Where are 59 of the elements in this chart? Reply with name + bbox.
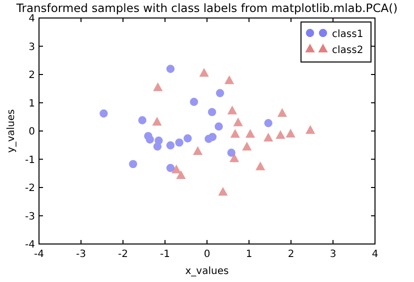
point bbox=[218, 187, 228, 196]
point bbox=[100, 109, 108, 118]
point bbox=[153, 82, 162, 92]
point bbox=[152, 117, 162, 126]
point bbox=[208, 132, 217, 142]
x-tick-label: -2 bbox=[118, 249, 128, 260]
x-axis-title: x_values bbox=[185, 266, 229, 277]
point bbox=[153, 142, 162, 151]
point bbox=[166, 141, 175, 150]
point bbox=[228, 106, 237, 114]
point bbox=[246, 130, 255, 138]
y-tick-label: -4 bbox=[25, 240, 35, 250]
point bbox=[234, 118, 243, 126]
point bbox=[184, 134, 192, 142]
y-axis-title: y_values bbox=[6, 109, 17, 153]
point bbox=[227, 148, 236, 157]
y-tick-label: -1 bbox=[25, 154, 35, 166]
point bbox=[230, 154, 239, 162]
legend-label: class2 bbox=[332, 45, 364, 56]
y-tick-label: 1 bbox=[28, 98, 35, 110]
x-tick-label: 0 bbox=[204, 249, 210, 260]
point bbox=[146, 135, 154, 144]
x-tick-label: 4 bbox=[372, 249, 378, 260]
y-tick-label: 2 bbox=[28, 70, 35, 81]
point bbox=[214, 122, 223, 131]
point bbox=[175, 138, 184, 147]
point bbox=[276, 130, 285, 139]
point bbox=[264, 118, 272, 128]
point bbox=[172, 165, 181, 174]
point bbox=[128, 160, 138, 168]
y-tick-label: 3 bbox=[28, 42, 35, 53]
point bbox=[190, 98, 198, 106]
point bbox=[176, 170, 186, 180]
point bbox=[278, 108, 287, 117]
x-tick-label: 2 bbox=[288, 249, 294, 260]
point bbox=[256, 162, 265, 170]
point bbox=[166, 164, 175, 172]
point bbox=[306, 126, 315, 134]
y-tick-label: 4 bbox=[28, 14, 35, 24]
point bbox=[216, 89, 224, 98]
point bbox=[224, 76, 234, 84]
x-tick-label: 1 bbox=[246, 249, 252, 260]
y-tick-label: -2 bbox=[25, 183, 35, 194]
y-tick-label: 0 bbox=[28, 126, 35, 138]
point bbox=[264, 133, 273, 142]
point bbox=[242, 142, 252, 150]
point bbox=[286, 129, 296, 138]
point bbox=[138, 116, 146, 124]
point bbox=[193, 146, 202, 156]
point bbox=[200, 68, 209, 77]
point bbox=[230, 130, 240, 138]
chart-title: Transformed samples with class labels from matplotlib.mlab.PCA() bbox=[15, 1, 398, 15]
point bbox=[208, 108, 216, 116]
x-tick-label: 3 bbox=[330, 249, 336, 260]
point bbox=[166, 64, 175, 73]
x-tick-label: -1 bbox=[160, 249, 170, 260]
x-tick-label: -3 bbox=[76, 249, 86, 260]
y-tick-label: -3 bbox=[25, 211, 35, 222]
legend-label: class1 bbox=[332, 29, 364, 40]
